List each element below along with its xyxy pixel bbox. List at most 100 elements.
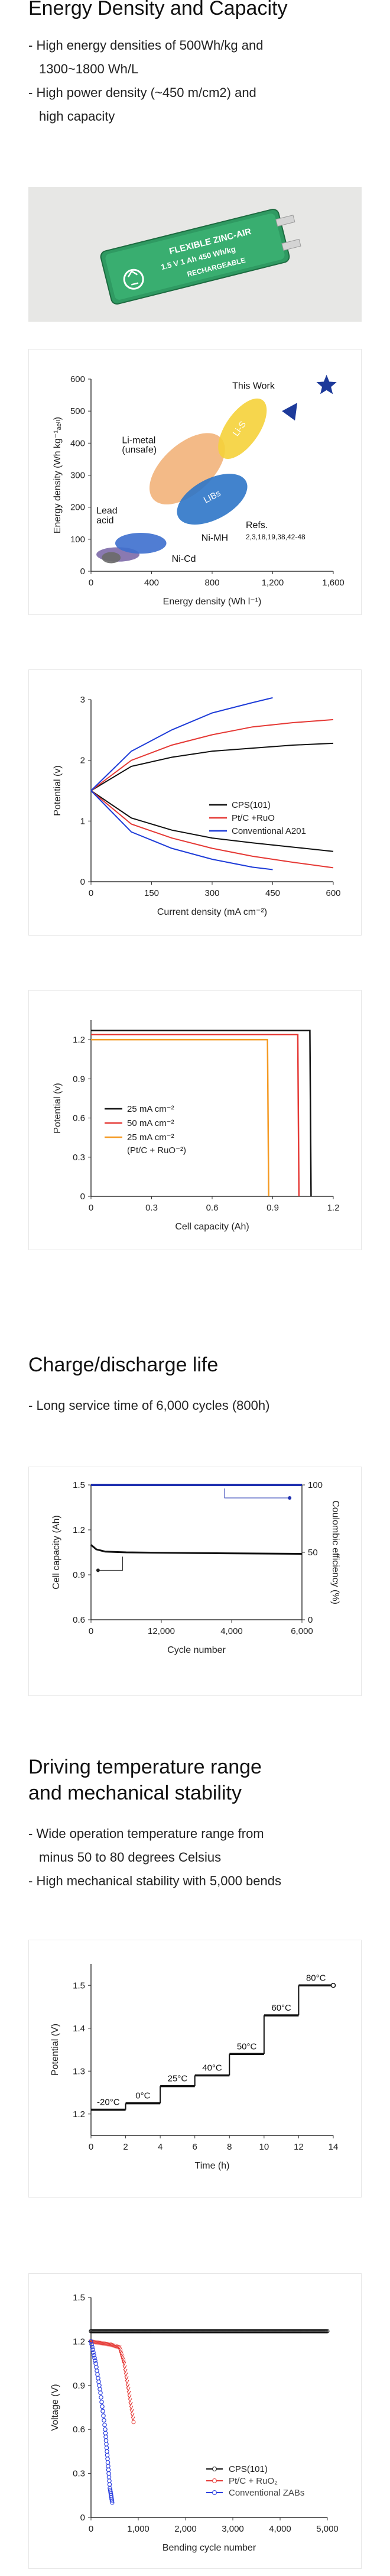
x-tick-label: 400 [144, 578, 159, 588]
x-tick-label: 0 [89, 2524, 93, 2534]
discharge-curve [91, 1030, 312, 1197]
flexible-battery-image: FLEXIBLE ZINC-AIR 1.5 V 1 Ah 450 Wh/kg R… [100, 208, 301, 305]
y-tick-label: 1 [80, 816, 85, 826]
legend-label: Pt/C + RuO₂ [229, 2476, 278, 2486]
legend-label: (Pt/C + RuO⁻²) [127, 1145, 186, 1156]
data-point [117, 2345, 122, 2350]
data-point [91, 2350, 96, 2355]
y-tick-label: 1.5 [73, 2293, 85, 2303]
y-tick-label: 0.9 [73, 2381, 85, 2391]
data-point [96, 2379, 101, 2384]
annotation-label: 2,3,18,19,38,42-48 [246, 533, 306, 541]
data-point [105, 2456, 110, 2461]
data-point [118, 2349, 123, 2354]
bullet-line: high capacity [39, 109, 115, 124]
data-point [89, 2339, 93, 2344]
energy-density-chart: 0 400 800 1,200 1,600 0 100 200 300 400 500 600 Ener… [53, 374, 344, 607]
data-point [121, 2357, 125, 2363]
x-tick-label: 450 [265, 888, 280, 898]
bullet-line: 1300~1800 Wh/L [39, 62, 139, 76]
data-point [107, 2482, 112, 2487]
data-point [323, 2329, 327, 2334]
legend-marker [212, 2467, 217, 2471]
x-tick-label: 0.6 [206, 1203, 219, 1213]
data-point [116, 2345, 121, 2350]
temperature-label: 80°C [306, 1973, 326, 1983]
y-right-tick-label: 0 [308, 1615, 313, 1625]
y-tick-label: 0 [80, 2513, 85, 2523]
energy-bullets: - High energy densities of 500Wh/kg and … [28, 34, 263, 129]
x-tick-label: 0.9 [266, 1203, 279, 1213]
temperature-label: 40°C [202, 2063, 222, 2073]
arrow-head-left [96, 1568, 100, 1572]
y-tick-label: 0 [80, 1192, 85, 1202]
y-axis-title: Cell capacity (Ah) [51, 1515, 61, 1589]
x-tick-label: 8 [227, 2142, 232, 2152]
data-point [131, 2420, 136, 2425]
x-axis-title: Time (h) [195, 2161, 230, 2171]
title-line: Driving temperature range [28, 1756, 262, 1778]
data-point [90, 2347, 95, 2352]
bullet-line: - Wide operation temperature range from [28, 1826, 264, 1841]
y-tick-label: 300 [70, 471, 85, 481]
legend-label: Conventional A201 [232, 826, 306, 836]
data-point [103, 2431, 108, 2436]
data-point [100, 2404, 105, 2409]
region-li-s [218, 398, 267, 459]
x-tick-label: 1.2 [327, 1203, 340, 1213]
y-axis-title: Potential (V) [50, 2024, 60, 2076]
temperature-chart: 0 2 4 6 8 10 12 14 1.2 1.3 1.4 1.5 Time (h) Potential… [50, 1964, 339, 2171]
legend-label: 50 mA cm⁻² [127, 1118, 174, 1128]
annotation-label: This Work [232, 381, 275, 391]
data-point [121, 2359, 126, 2364]
section-title-charge-discharge: Charge/discharge life [28, 1354, 219, 1376]
data-point [96, 2376, 100, 2381]
bullet-line: minus 50 to 80 degrees Celsius [39, 1850, 222, 1865]
x-tick-label: 10 [259, 2142, 269, 2152]
y-tick-label: 0.6 [73, 1114, 85, 1124]
chart-card-cycle-life: 0 12,000 4,000 6,000 0.6 0.9 1.2 1.5 0 50 100 Cycle… [28, 1467, 362, 1696]
legend-label: CPS(101) [232, 800, 271, 810]
y-axis-title: Voltage (V) [50, 2384, 60, 2431]
data-point [105, 2460, 110, 2465]
data-point [104, 2445, 109, 2451]
series-line-discharge [90, 790, 273, 870]
data-point [100, 2409, 105, 2414]
x-tick-label: 3,000 [222, 2524, 244, 2534]
end-marker [330, 1983, 336, 1988]
legend-label: Pt/C +RuO [232, 813, 275, 823]
annotation-label: Refs. [246, 520, 268, 530]
data-point [92, 2352, 96, 2358]
bullet-line: - High mechanical stability with 5,000 b… [28, 1873, 282, 1888]
series-line-charge [90, 742, 334, 791]
data-point [92, 2355, 97, 2361]
y-tick-label: 1.5 [73, 1480, 85, 1490]
data-point [93, 2358, 98, 2363]
series-line-discharge [90, 790, 334, 869]
x-tick-label: 2,000 [174, 2524, 197, 2534]
section-title-temperature: Driving temperature range and mechanical… [28, 1754, 262, 1806]
legend-label: 25 mA cm⁻² [127, 1132, 174, 1143]
data-point [94, 2365, 99, 2370]
data-point [89, 2342, 94, 2347]
data-point [105, 2452, 110, 2458]
x-tick-label: 150 [144, 888, 159, 898]
data-point [129, 2409, 134, 2414]
data-point [102, 2418, 106, 2423]
legend-label: CPS(101) [229, 2464, 268, 2474]
y-right-tick-label: 50 [308, 1548, 318, 1558]
x-tick-label: 12 [294, 2142, 304, 2152]
legend-label: 25 mA cm⁻² [127, 1104, 174, 1114]
annotation-label: Li-metal [122, 435, 155, 445]
bending-chart: 0 1,000 2,000 3,000 4,000 5,000 0 0.3 0.6 0.9 1.2 1… [50, 2293, 339, 2553]
recycle-icon [123, 268, 144, 290]
x-tick-label: 14 [329, 2142, 339, 2152]
data-point [103, 2434, 108, 2439]
y-tick-label: 0 [80, 567, 85, 577]
y-axis-title: Potential (v) [53, 765, 63, 815]
region-li-metal-unsafe- [149, 433, 225, 505]
y-tick-label: 1.2 [73, 1035, 85, 1045]
data-point [325, 2329, 330, 2334]
y-tick-label: 0.9 [73, 1074, 85, 1084]
capacity-chart: 0 0.3 0.6 0.9 1.2 0 0.3 0.6 0.9 1.2 Cell capacity … [53, 1020, 340, 1232]
